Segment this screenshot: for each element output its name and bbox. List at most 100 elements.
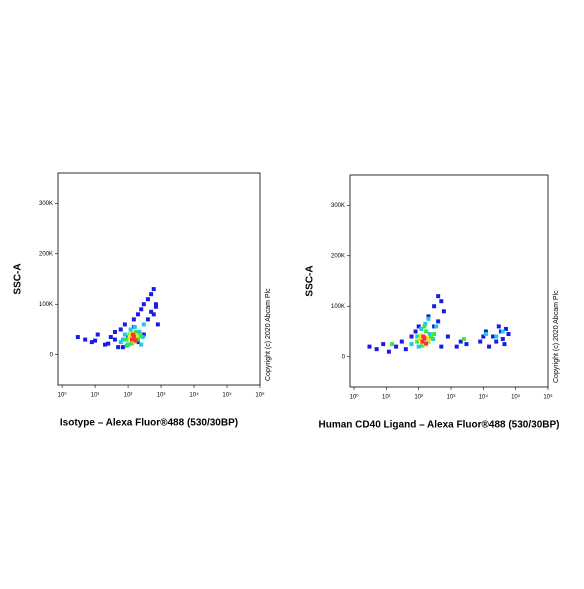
point: [145, 297, 150, 302]
y-axis-label: SSC-A: [305, 265, 316, 296]
point: [75, 335, 80, 340]
point: [390, 342, 395, 347]
point: [136, 340, 141, 345]
y-tick-label: 100K: [331, 304, 345, 310]
point: [108, 335, 113, 340]
x-tick-label: 10⁶: [543, 394, 553, 401]
x-tick-label: 10³: [447, 395, 456, 401]
point: [120, 345, 125, 350]
x-tick-label: 10⁰: [349, 394, 359, 401]
point: [487, 344, 492, 349]
point: [133, 338, 138, 343]
point: [416, 344, 421, 349]
point: [423, 321, 428, 326]
x-tick-label: 10⁵: [511, 394, 521, 401]
point: [432, 332, 437, 336]
point: [141, 302, 146, 307]
point: [503, 326, 508, 331]
point: [126, 342, 131, 347]
point: [432, 304, 437, 309]
point: [136, 337, 141, 342]
point: [421, 334, 426, 339]
point: [454, 344, 459, 349]
point: [141, 322, 146, 327]
point: [424, 329, 429, 334]
point: [137, 330, 142, 334]
y-axis-label: SSC-A: [13, 263, 24, 294]
y-tick-label: 0: [342, 354, 346, 360]
point: [134, 333, 139, 338]
point: [434, 324, 439, 329]
point: [133, 330, 138, 334]
point: [461, 337, 466, 342]
point: [426, 338, 431, 343]
plot-frame: [57, 172, 261, 386]
point: [403, 347, 408, 352]
point: [439, 299, 444, 304]
point: [122, 332, 127, 337]
x-tick-label: 10⁶: [255, 392, 265, 399]
point: [89, 340, 94, 345]
point: [132, 324, 137, 329]
point: [95, 332, 100, 337]
point: [394, 344, 399, 349]
point: [138, 333, 143, 338]
point: [131, 334, 136, 339]
point: [413, 329, 418, 334]
point: [494, 339, 499, 344]
point: [419, 333, 424, 338]
y-tick-label: 0: [50, 352, 54, 358]
point: [112, 337, 117, 342]
point: [427, 332, 432, 336]
point: [500, 329, 505, 334]
point: [418, 337, 423, 342]
point: [483, 329, 488, 334]
point: [127, 335, 132, 340]
point: [426, 316, 431, 321]
point: [445, 334, 450, 339]
point: [120, 337, 125, 342]
point: [416, 324, 421, 329]
x-tick-label: 10²: [124, 393, 133, 399]
point: [129, 341, 134, 346]
x-axis-label: Human CD40 Ligand – Alexa Fluor®488 (530…: [319, 420, 560, 431]
x-tick-label: 10⁴: [479, 394, 489, 401]
point: [431, 337, 436, 342]
point: [106, 341, 111, 346]
point: [399, 339, 404, 344]
x-tick-label: 10⁵: [222, 392, 232, 399]
x-tick-label: 10⁰: [58, 392, 68, 399]
x-tick-label: 10⁴: [189, 392, 199, 399]
point: [367, 344, 372, 349]
x-tick-label: 10¹: [91, 393, 100, 399]
point: [439, 344, 444, 349]
plot-frame: [349, 174, 549, 388]
point: [415, 334, 420, 339]
point: [139, 307, 144, 312]
point: [426, 314, 431, 319]
point: [103, 342, 108, 347]
point: [502, 342, 507, 347]
point: [432, 324, 437, 329]
point: [83, 337, 88, 342]
point: [145, 317, 150, 322]
point: [124, 337, 129, 342]
point: [381, 342, 386, 347]
point: [409, 334, 414, 339]
point: [420, 343, 425, 348]
point: [424, 335, 429, 340]
x-tick-label: 10³: [157, 393, 166, 399]
copyright: Copyright (c) 2020 Abcam Plc: [265, 288, 272, 381]
point: [118, 340, 123, 345]
y-tick-label: 200K: [39, 251, 53, 257]
point: [506, 332, 511, 336]
point: [436, 294, 441, 299]
point: [130, 332, 135, 337]
point: [153, 302, 158, 307]
point: [151, 287, 156, 292]
point: [129, 337, 134, 342]
point: [116, 345, 121, 350]
point: [136, 312, 141, 317]
point: [441, 309, 446, 314]
x-axis-label: Isotype – Alexa Fluor®488 (530/30BP): [60, 418, 238, 429]
